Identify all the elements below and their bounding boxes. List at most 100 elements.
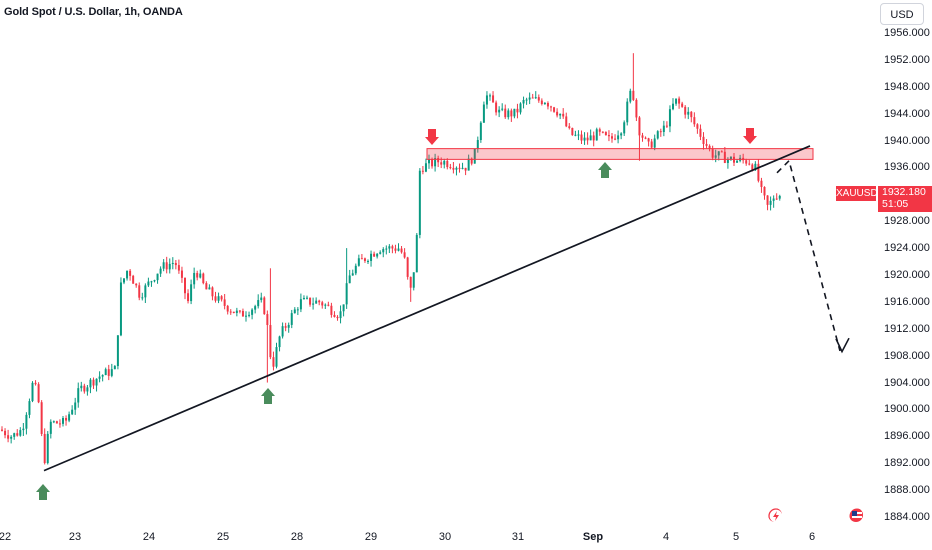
candle-body [278,336,281,348]
candle-body [153,280,156,282]
price-tick: 1944.000 [884,107,930,120]
candle-body [171,262,174,264]
candle-body [400,248,403,253]
candle-body [589,135,592,141]
candle-body [409,276,412,288]
candle-body [293,309,296,314]
candle-body [489,95,491,97]
candle-body [290,313,293,325]
candle-body [205,283,208,290]
candle-body [119,282,122,336]
candle-body [46,433,49,464]
projection-path [776,159,841,352]
candle-body [107,369,110,376]
candle-body [196,272,199,278]
trendline [43,145,811,472]
candle-body [275,347,278,367]
candle-body [672,103,674,110]
candle-body [245,315,247,317]
candle-body [485,95,488,105]
candle-body [424,163,427,172]
candle-body [644,137,647,139]
candle-body [281,326,284,337]
candle-body [318,300,321,303]
candle-body [74,402,77,410]
candle-body [684,106,687,115]
candle-body [138,285,141,298]
candle-body [498,109,501,113]
candle-body [357,258,360,266]
candle-body [553,107,556,112]
price-tick: 1892.000 [884,457,930,470]
candle-body [653,138,656,148]
candle-body [510,110,513,117]
candle-body [492,95,495,103]
candle-body [412,272,415,288]
candle-body [775,198,778,200]
candle-body [248,314,251,316]
candle-body [113,366,116,370]
candle-body [760,180,763,187]
price-tick: 1952.000 [884,53,930,66]
candle-body [623,122,626,134]
candle-body [223,299,226,306]
candle-body [330,305,333,315]
candle-body [720,151,723,153]
candle-body [165,262,168,270]
flag-icon[interactable] [849,508,863,522]
candle-body [28,401,31,415]
chart-title: Gold Spot / U.S. Dollar, 1h, OANDA [4,6,183,18]
candle-body [348,275,351,284]
candle-body [22,428,25,431]
candle-body [324,304,327,306]
price-tick: 1924.000 [884,242,930,255]
price-tick: 1956.000 [884,27,930,39]
candle-body [232,311,235,313]
candle-body [754,163,757,170]
time-tick: Sep [582,531,604,543]
candle-body [263,297,266,315]
candle-body [525,99,528,101]
candle-body [92,379,95,386]
candle-body [333,314,336,317]
candle-body [202,273,205,284]
candle-body [528,97,531,100]
candle-body [287,324,290,328]
candle-body [199,273,202,278]
candle-body [751,164,754,170]
candle-body [116,335,119,367]
candle-body [769,200,772,205]
candle-body [723,151,726,163]
candle-body [443,160,446,165]
candle-body [376,253,379,257]
candle-body [101,375,104,377]
lightning-icon[interactable] [768,508,782,522]
candle-body [418,170,421,235]
candle-body [208,287,211,290]
candle-body [748,163,751,165]
candle-body [726,158,729,163]
candle-body [516,108,519,113]
price-tick: 1948.000 [884,80,930,93]
candle-body [736,160,739,163]
candle-body [620,133,623,136]
candle-body [37,384,40,403]
candle-body [58,423,61,425]
candle-body [49,421,52,434]
candle-body [522,99,525,104]
candle-body [4,430,7,436]
candle-body [77,388,80,403]
candle-body [327,304,330,306]
currency-button[interactable]: USD [880,3,924,25]
candle-body [678,98,681,104]
candle-body [86,387,89,392]
candle-body [144,285,147,298]
candle-body [394,248,397,251]
candle-body [693,117,696,125]
candle-body [458,167,461,169]
candle-body [391,246,394,249]
candle-body [455,167,458,170]
candle-body [126,270,129,279]
candle-body [586,137,589,141]
